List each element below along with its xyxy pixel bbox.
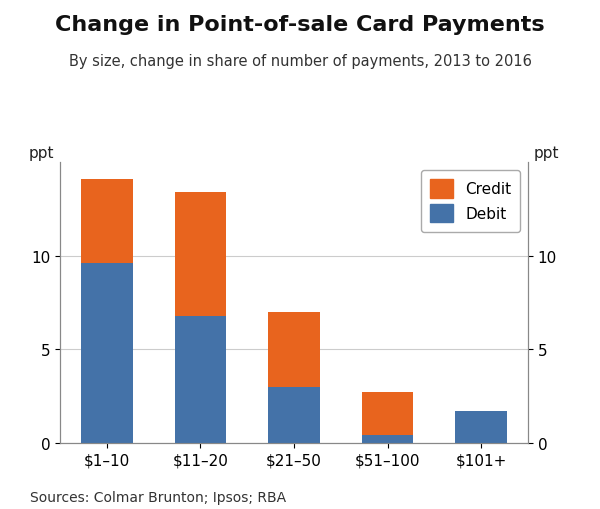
Text: ppt: ppt [534, 146, 560, 160]
Legend: Credit, Debit: Credit, Debit [421, 171, 520, 232]
Bar [268, 387, 320, 443]
Text: Change in Point-of-sale Card Payments: Change in Point-of-sale Card Payments [55, 15, 545, 35]
Bar [455, 411, 507, 443]
Text: Sources: Colmar Brunton; Ipsos; RBA: Sources: Colmar Brunton; Ipsos; RBA [30, 490, 286, 504]
Text: By size, change in share of number of payments, 2013 to 2016: By size, change in share of number of pa… [68, 53, 532, 68]
Bar [362, 392, 413, 435]
Bar [175, 193, 226, 316]
Bar [81, 180, 133, 264]
Text: ppt: ppt [29, 146, 54, 160]
Bar [81, 264, 133, 443]
Bar [362, 435, 413, 443]
Bar [268, 312, 320, 387]
Bar [175, 316, 226, 443]
